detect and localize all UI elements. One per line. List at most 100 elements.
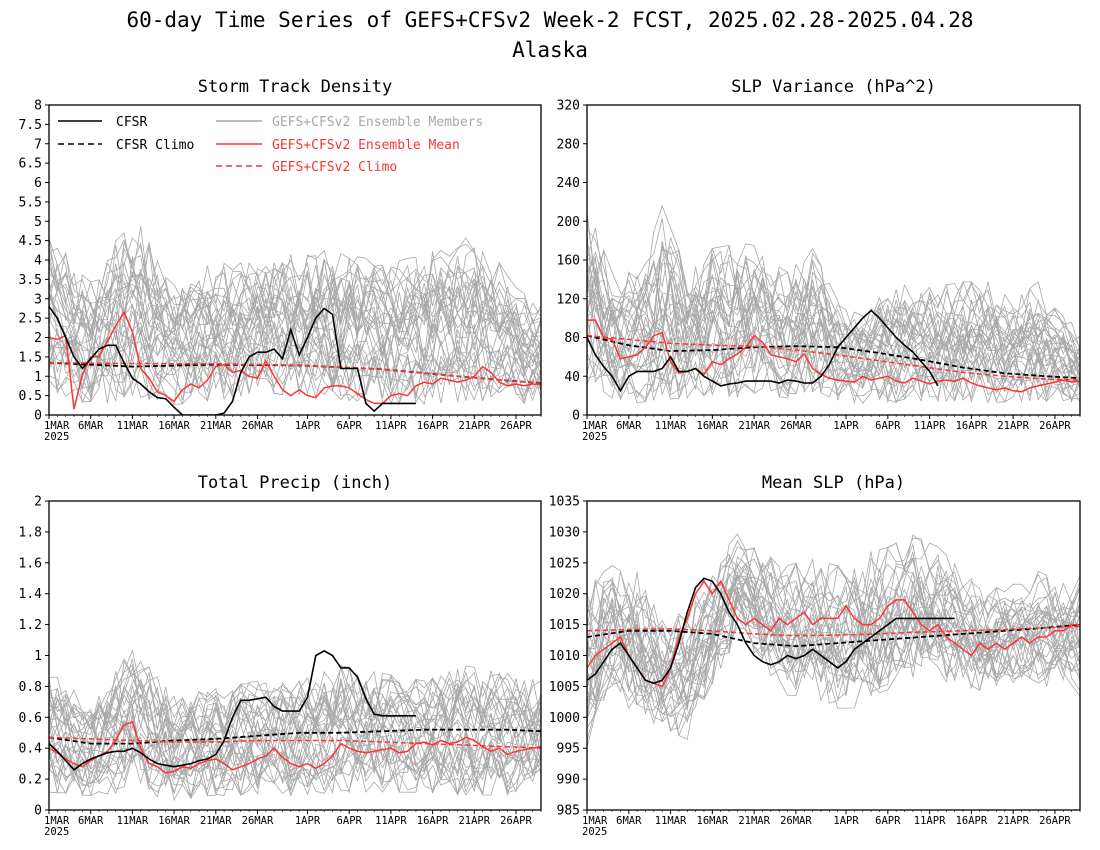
- ensemble-member-line: [587, 533, 1080, 655]
- x-tick-label: 26APR: [500, 420, 532, 432]
- x-tick-label: 1APR: [833, 420, 859, 432]
- panel-title: Mean SLP (hPa): [762, 473, 905, 493]
- panel-title: Total Precip (inch): [198, 473, 392, 493]
- y-tick-label: 200: [557, 215, 580, 230]
- ensemble-member-line: [587, 593, 1080, 724]
- ensemble-member-line: [49, 248, 541, 353]
- ensemble-member-line: [587, 305, 1080, 388]
- figure-subtitle: Alaska: [512, 38, 588, 62]
- x-tick-label: 11MAR: [117, 815, 149, 827]
- ensemble-member-line: [587, 255, 1080, 369]
- x-tick-label: 21APR: [997, 420, 1029, 432]
- x-tick-label: 1APR: [295, 815, 321, 827]
- y-tick-label: 985: [557, 804, 580, 819]
- series-black-dashed: [587, 623, 1080, 648]
- x-tick-label: 21MAR: [738, 420, 770, 432]
- series-black-dashed: [49, 728, 541, 745]
- y-tick-label: 0: [34, 804, 42, 819]
- ensemble-member-line: [587, 277, 1080, 373]
- ensemble-member-line: [587, 335, 1080, 404]
- ensemble-member-line: [49, 296, 541, 389]
- x-year-label: 2025: [44, 431, 69, 443]
- ensemble-member-line: [49, 237, 541, 347]
- ensemble-member-line: [49, 724, 541, 784]
- x-tick-label: 21APR: [458, 815, 490, 827]
- series-black-solid: [49, 306, 416, 415]
- ensemble-member-line: [587, 594, 1080, 737]
- y-tick-label: 1: [34, 370, 42, 385]
- chart-panel-4: Mean SLP (hPa) 985 990 995 1000 1005 1010 1015 1…: [549, 473, 1081, 838]
- x-tick-label: 1MAR: [44, 815, 70, 827]
- y-tick-label: 5: [34, 215, 42, 230]
- x-tick-label: 11APR: [375, 420, 407, 432]
- y-tick-label: 80: [564, 331, 580, 346]
- ensemble-member-line: [587, 328, 1080, 404]
- x-tick-label: 1MAR: [44, 420, 70, 432]
- y-tick-label: 0.5: [19, 389, 42, 404]
- y-tick-label: 240: [557, 176, 580, 191]
- x-tick-label: 16MAR: [697, 420, 729, 432]
- chart-data-layer: [49, 648, 541, 802]
- x-tick-label: 26APR: [1039, 815, 1071, 827]
- y-tick-label: 7: [34, 137, 42, 152]
- ensemble-member-line: [49, 685, 541, 751]
- y-tick-label: 1.5: [19, 350, 42, 365]
- ensemble-member-line: [49, 331, 541, 406]
- x-tick-label: 16APR: [417, 815, 449, 827]
- y-tick-label: 7.5: [19, 118, 42, 133]
- y-tick-label: 0: [572, 409, 580, 424]
- chart-data-layer: [587, 533, 1080, 748]
- x-tick-label: 16APR: [956, 420, 988, 432]
- ensemble-member-line: [49, 263, 541, 348]
- chart-panel-1: Storm Track Density 0 0.5 1 1.5 2 2.5 3 3.5 4 4.5 5…: [19, 77, 542, 443]
- ensemble-member-line: [49, 657, 541, 733]
- x-tick-label: 6APR: [875, 420, 901, 432]
- ensemble-member-line: [587, 571, 1080, 699]
- y-tick-label: 4.5: [19, 234, 42, 249]
- y-tick-label: 8: [34, 99, 42, 114]
- ensemble-member-line: [587, 295, 1080, 387]
- ensemble-member-line: [49, 285, 541, 368]
- y-tick-label: 5.5: [19, 195, 42, 210]
- ensemble-member-line: [587, 235, 1080, 354]
- x-tick-label: 21APR: [458, 420, 490, 432]
- series-red-dashed: [49, 361, 541, 384]
- ensemble-member-line: [49, 236, 541, 335]
- y-tick-label: 6.5: [19, 157, 42, 172]
- y-tick-label: 280: [557, 137, 580, 152]
- y-tick-label: 0.6: [19, 711, 42, 726]
- y-tick-label: 2: [34, 331, 42, 346]
- x-tick-label: 11APR: [375, 815, 407, 827]
- ensemble-member-line: [587, 218, 1080, 357]
- ensemble-member-line: [587, 337, 1080, 404]
- y-tick-label: 1000: [549, 711, 580, 726]
- y-tick-label: 0.4: [19, 742, 43, 757]
- y-tick-label: 1025: [549, 556, 580, 571]
- ensemble-member-line: [587, 336, 1080, 403]
- x-tick-label: 21APR: [997, 815, 1029, 827]
- y-tick-label: 1: [34, 649, 42, 664]
- chart-panel-2: SLP Variance (hPa^2) 0 40 80 120 160 200 240 280…: [557, 77, 1081, 443]
- y-tick-label: 6: [34, 176, 42, 191]
- y-tick-label: 1015: [549, 618, 580, 633]
- series-red-dashed: [587, 625, 1080, 637]
- x-tick-label: 1MAR: [582, 815, 608, 827]
- x-tick-label: 6MAR: [616, 815, 642, 827]
- legend-ens-mean-label: GEFS+CFSv2 Ensemble Mean: [272, 138, 460, 153]
- ensemble-member-line: [49, 683, 541, 749]
- x-tick-label: 11MAR: [117, 420, 149, 432]
- series-red-solid: [587, 319, 1080, 393]
- x-tick-label: 21MAR: [738, 815, 770, 827]
- y-tick-label: 1030: [549, 525, 580, 540]
- x-tick-label: 16APR: [956, 815, 988, 827]
- ensemble-member-line: [587, 558, 1080, 683]
- x-tick-label: 26APR: [1039, 420, 1071, 432]
- y-tick-label: 1.2: [19, 618, 42, 633]
- ensemble-member-line: [49, 290, 541, 370]
- y-tick-label: 3.5: [19, 273, 42, 288]
- ensemble-member-line: [587, 251, 1080, 372]
- y-tick-label: 120: [557, 292, 580, 307]
- ensemble-member-line: [587, 338, 1080, 405]
- ensemble-member-line: [587, 258, 1080, 376]
- series-red-dashed: [587, 334, 1080, 381]
